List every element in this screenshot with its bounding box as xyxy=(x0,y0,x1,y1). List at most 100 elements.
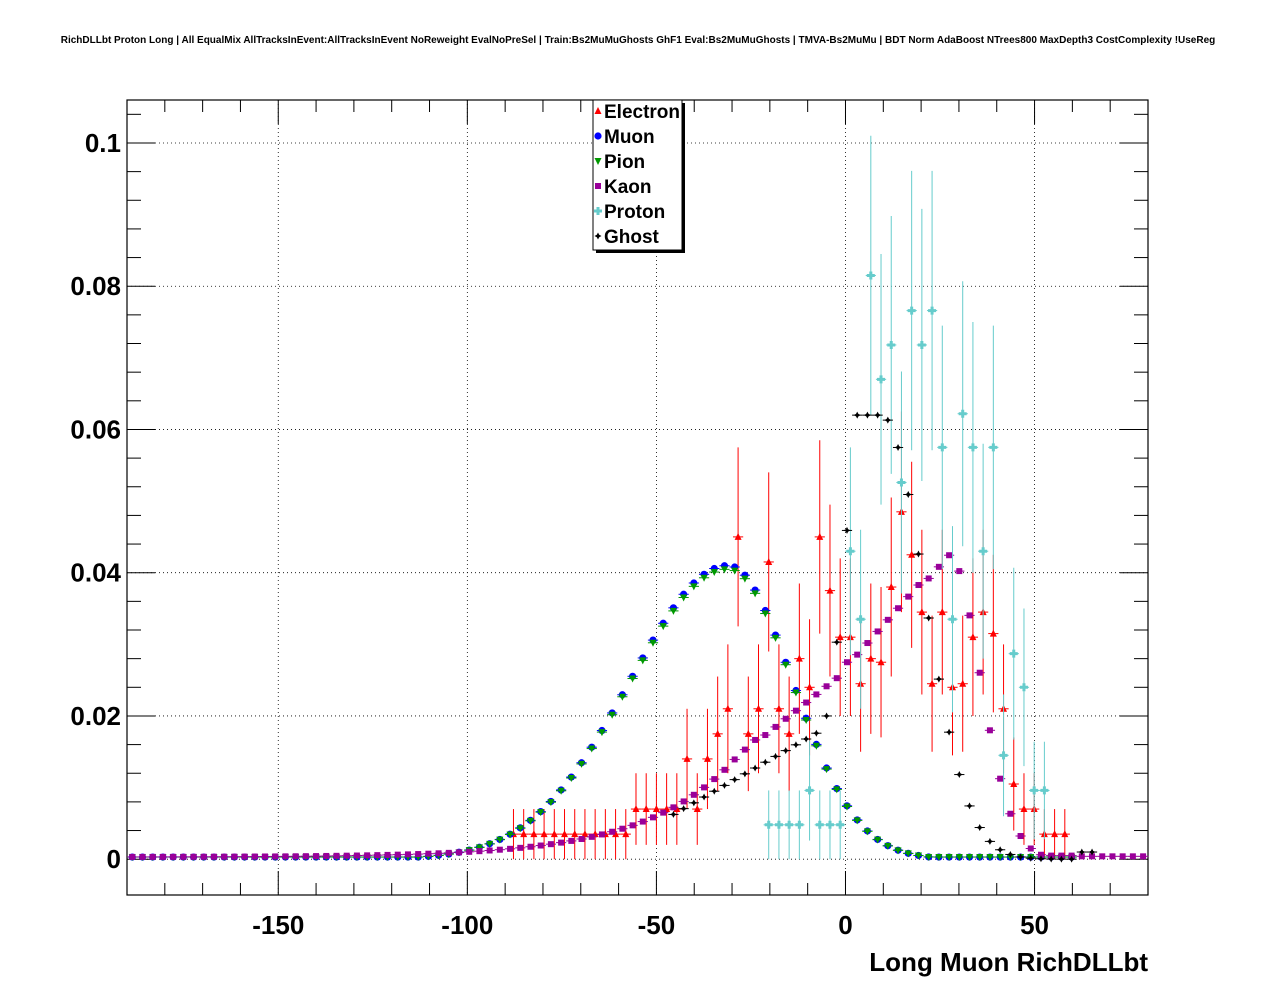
y-tick-label: 0 xyxy=(107,844,121,874)
legend-marker xyxy=(595,183,601,189)
data-point xyxy=(914,550,922,558)
data-point xyxy=(302,853,309,860)
data-point xyxy=(200,853,207,860)
data-point xyxy=(976,854,984,862)
data-point xyxy=(568,837,575,844)
data-point xyxy=(979,547,988,556)
data-point xyxy=(938,443,947,452)
data-point xyxy=(629,822,636,829)
data-point xyxy=(598,831,605,838)
data-point xyxy=(1020,805,1028,813)
data-point xyxy=(969,633,977,641)
data-point xyxy=(792,741,800,749)
data-point xyxy=(803,699,810,706)
data-point xyxy=(853,411,861,419)
y-tick-label: 0.06 xyxy=(70,414,121,444)
data-point xyxy=(938,608,946,616)
data-point xyxy=(520,830,528,838)
data-point xyxy=(813,691,820,698)
data-point xyxy=(914,852,922,860)
data-point xyxy=(999,751,1008,760)
data-point xyxy=(752,736,759,743)
data-point xyxy=(507,845,514,852)
data-point xyxy=(905,593,912,600)
data-point xyxy=(456,849,463,856)
data-point xyxy=(734,532,742,540)
data-point xyxy=(966,854,974,862)
data-point xyxy=(720,566,728,574)
data-point xyxy=(1037,855,1045,863)
data-point xyxy=(650,814,657,821)
data-point xyxy=(1129,853,1136,860)
data-point xyxy=(997,775,1004,782)
x-tick-label: -150 xyxy=(252,910,304,940)
data-point xyxy=(496,846,503,853)
data-point xyxy=(1099,853,1106,860)
data-point xyxy=(516,825,524,833)
data-point xyxy=(904,850,912,858)
axes: -150 -100 -50 0 50 0 0.02 0.04 0.06 0.08 0.1 xyxy=(70,100,1149,940)
data-point xyxy=(731,756,738,763)
data-point xyxy=(826,586,834,594)
data-point xyxy=(843,659,850,666)
data-point xyxy=(966,802,974,810)
data-point xyxy=(772,634,780,642)
data-point xyxy=(955,771,963,779)
data-point xyxy=(374,852,381,859)
data-point xyxy=(557,787,565,795)
data-point xyxy=(690,791,697,798)
data-point xyxy=(221,853,228,860)
data-point xyxy=(558,839,565,846)
data-point xyxy=(139,853,146,860)
data-point xyxy=(506,831,514,839)
data-point xyxy=(1007,810,1014,817)
y-tick-label: 0.02 xyxy=(70,701,121,731)
data-point xyxy=(986,837,994,845)
data-point xyxy=(867,654,875,662)
data-point xyxy=(680,798,687,805)
data-point xyxy=(1119,853,1126,860)
data-points xyxy=(127,135,1149,863)
data-point xyxy=(795,820,804,829)
data-point xyxy=(833,786,841,794)
legend-marker xyxy=(594,207,602,215)
data-point xyxy=(996,854,1004,862)
data-point xyxy=(724,704,732,712)
legend-marker xyxy=(594,132,602,140)
data-point xyxy=(571,830,579,838)
data-point xyxy=(475,844,483,852)
data-point xyxy=(526,817,534,825)
chart-title: RichDLLbt Proton Long | All EqualMix All… xyxy=(61,35,1216,46)
data-point xyxy=(755,704,763,712)
series-ghost xyxy=(668,411,1098,863)
data-point xyxy=(823,766,831,774)
data-point xyxy=(976,669,983,676)
x-tick-label: 50 xyxy=(1020,910,1049,940)
data-point xyxy=(741,770,749,778)
data-point xyxy=(792,707,799,714)
data-point xyxy=(928,679,936,687)
data-point xyxy=(812,742,820,750)
data-point xyxy=(547,841,554,848)
legend-entry-proton: Proton xyxy=(594,202,665,223)
data-point xyxy=(959,679,967,687)
data-point xyxy=(894,847,902,855)
data-point xyxy=(1078,848,1086,856)
data-point xyxy=(815,820,824,829)
data-point xyxy=(210,853,217,860)
data-point xyxy=(966,612,973,619)
data-point xyxy=(1006,850,1014,858)
data-point xyxy=(703,754,711,762)
data-point xyxy=(935,563,942,570)
x-tick-label: -100 xyxy=(441,910,493,940)
data-point xyxy=(700,793,708,801)
data-point xyxy=(823,712,831,720)
data-point xyxy=(945,854,953,862)
data-point xyxy=(540,830,548,838)
data-point xyxy=(823,683,830,690)
legend-entry-ghost: Ghost xyxy=(594,227,660,248)
data-point xyxy=(866,271,875,280)
data-point xyxy=(537,842,544,849)
data-point xyxy=(680,805,688,813)
